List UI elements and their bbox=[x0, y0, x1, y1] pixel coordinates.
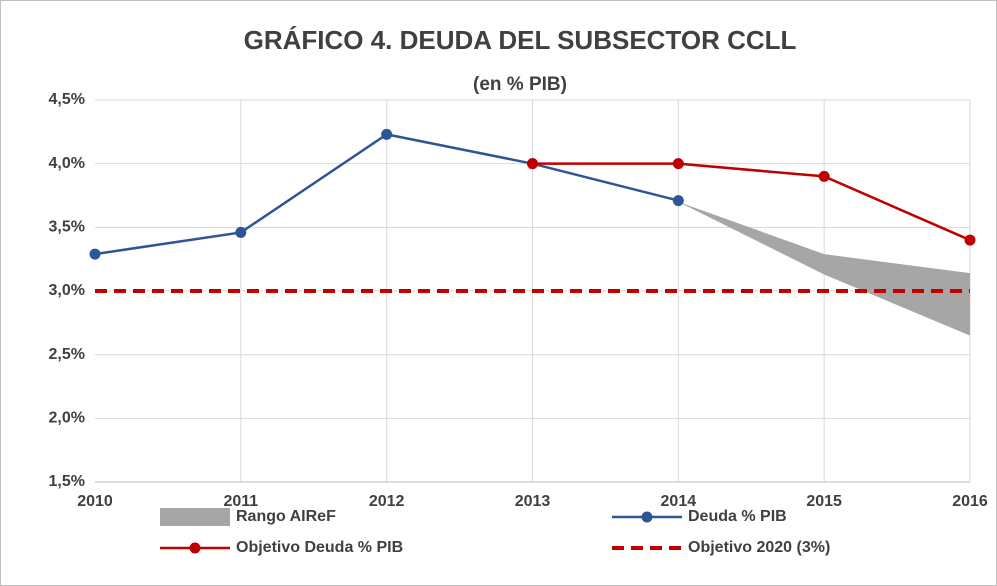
series-marker bbox=[672, 195, 684, 207]
x-tick-label: 2010 bbox=[77, 493, 113, 510]
series-marker bbox=[964, 234, 976, 246]
series-marker bbox=[381, 128, 393, 140]
chart-subtitle: (en % PIB) bbox=[473, 74, 567, 95]
y-tick-label: 2,0% bbox=[49, 410, 85, 427]
y-tick-label: 1,5% bbox=[49, 473, 85, 490]
series-marker bbox=[818, 170, 830, 182]
y-tick-label: 4,0% bbox=[49, 155, 85, 172]
x-tick-label: 2013 bbox=[515, 493, 551, 510]
legend-swatch bbox=[160, 508, 230, 526]
series-marker bbox=[89, 248, 101, 260]
series-marker bbox=[235, 226, 247, 238]
x-tick-label: 2011 bbox=[223, 493, 258, 510]
x-tick-label: 2014 bbox=[661, 493, 697, 510]
x-tick-label: 2015 bbox=[806, 493, 842, 510]
chart-title: GRÁFICO 4. DEUDA DEL SUBSECTOR CCLL bbox=[244, 25, 797, 55]
y-tick-label: 3,5% bbox=[49, 219, 85, 236]
series-marker bbox=[527, 158, 538, 170]
legend-label: Rango AIReF bbox=[236, 508, 336, 525]
range-band bbox=[678, 201, 970, 336]
legend-label: Objetivo Deuda % PIB bbox=[236, 539, 403, 556]
x-tick-label: 2016 bbox=[952, 493, 988, 510]
legend-label: Objetivo 2020 (3%) bbox=[688, 539, 830, 556]
legend-marker bbox=[189, 542, 201, 554]
series-line bbox=[532, 162, 971, 242]
legend-marker bbox=[641, 511, 653, 523]
series-marker bbox=[672, 158, 684, 170]
y-tick-label: 4,5% bbox=[49, 91, 85, 108]
x-tick-label: 2012 bbox=[369, 493, 405, 510]
y-tick-label: 3,0% bbox=[49, 282, 85, 299]
legend-label: Deuda % PIB bbox=[688, 508, 787, 525]
y-tick-label: 2,5% bbox=[49, 346, 85, 363]
